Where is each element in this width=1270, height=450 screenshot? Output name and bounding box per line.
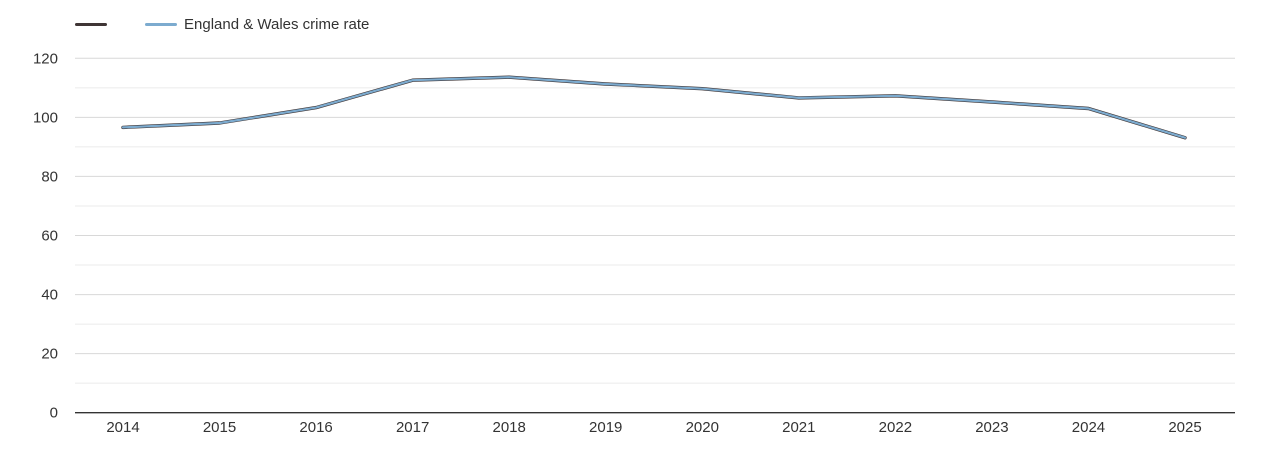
legend-item-area-series[interactable] bbox=[75, 23, 114, 26]
y-axis-tick-label: 100 bbox=[33, 109, 58, 126]
y-axis-tick-label: 20 bbox=[41, 346, 58, 363]
legend-item-england-wales[interactable]: England & Wales crime rate bbox=[145, 16, 369, 33]
y-axis-tick-label: 120 bbox=[33, 50, 58, 67]
x-axis-tick-label: 2017 bbox=[396, 419, 429, 436]
x-axis-tick-label: 2023 bbox=[975, 419, 1008, 436]
x-axis-tick-label: 2018 bbox=[492, 419, 525, 436]
y-axis-tick-label: 0 bbox=[50, 405, 58, 422]
x-axis-tick-label: 2015 bbox=[203, 419, 236, 436]
x-axis-tick-label: 2025 bbox=[1168, 419, 1201, 436]
x-axis-tick-label: 2021 bbox=[782, 419, 815, 436]
x-axis-tick-label: 2014 bbox=[106, 419, 139, 436]
x-axis-tick-label: 2016 bbox=[299, 419, 332, 436]
x-axis-tick-label: 2019 bbox=[589, 419, 622, 436]
chart-legend: England & Wales crime rate bbox=[75, 16, 369, 33]
england-wales-line-swatch-icon bbox=[145, 23, 177, 26]
area-series-line-swatch-icon bbox=[75, 23, 107, 26]
x-axis-tick-label: 2022 bbox=[879, 419, 912, 436]
england-wales-series-line[interactable] bbox=[121, 76, 1187, 139]
y-axis-tick-label: 40 bbox=[41, 287, 58, 304]
legend-label-england-wales: England & Wales crime rate bbox=[184, 16, 370, 33]
x-axis-tick-label: 2024 bbox=[1072, 419, 1105, 436]
y-axis-tick-label: 80 bbox=[41, 168, 58, 185]
y-axis-tick-label: 60 bbox=[41, 228, 58, 245]
x-axis-tick-label: 2020 bbox=[686, 419, 719, 436]
